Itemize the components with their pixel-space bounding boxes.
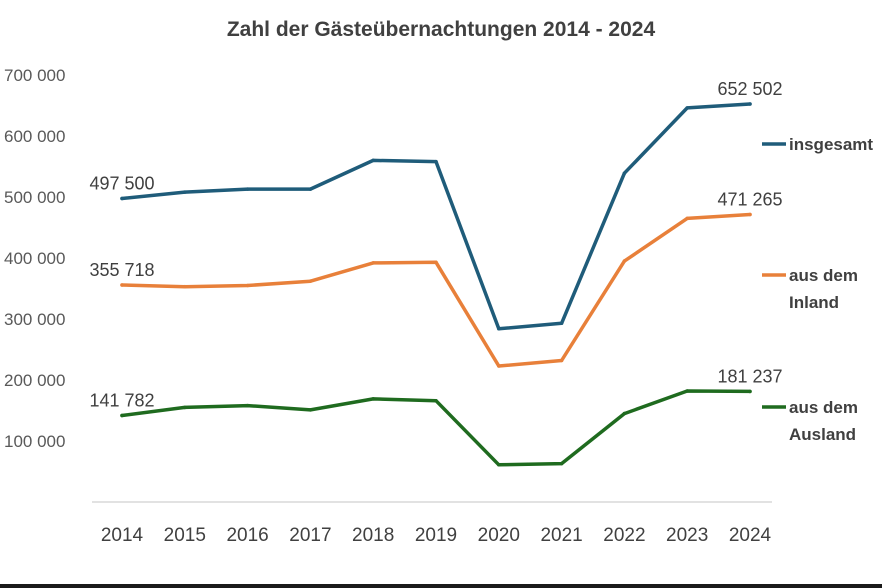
data-point [371, 158, 375, 163]
data-point [183, 284, 187, 289]
x-tick-label: 2018 [352, 525, 394, 546]
legend-label: Inland [789, 293, 839, 312]
data-point [497, 463, 501, 467]
data-label: 181 237 [717, 366, 782, 386]
data-point [622, 171, 627, 175]
x-tick-label: 2023 [666, 525, 708, 546]
x-tick-label: 2019 [415, 525, 457, 546]
x-tick-label: 2021 [540, 525, 582, 546]
data-point [685, 389, 689, 393]
x-tick-label: 2017 [289, 525, 331, 546]
data-label: 497 500 [89, 174, 154, 194]
y-tick-label: 200 000 [4, 371, 65, 390]
data-point [120, 283, 124, 287]
x-tick-label: 2024 [729, 525, 772, 546]
data-point [371, 397, 375, 401]
y-tick-label: 700 000 [4, 66, 65, 85]
x-tick-label: 2022 [603, 525, 645, 546]
data-point [183, 405, 187, 410]
chart-title: Zahl der Gästeübernachtungen 2014 - 2024 [226, 18, 656, 41]
data-point [371, 261, 375, 265]
y-tick-label: 400 000 [4, 249, 65, 268]
data-label: 141 782 [89, 391, 154, 411]
data-point [308, 187, 313, 191]
data-point [245, 187, 250, 191]
data-point [622, 259, 627, 263]
data-point [748, 102, 752, 106]
x-tick-label: 2014 [101, 525, 144, 546]
y-tick-label: 500 000 [4, 188, 65, 207]
data-point [245, 283, 250, 288]
x-tick-label: 2016 [226, 525, 268, 546]
bottom-border [0, 584, 882, 588]
data-point [622, 411, 627, 416]
legend-label: Ausland [789, 425, 856, 444]
legend-label: aus dem [789, 266, 858, 285]
y-tick-label: 600 000 [4, 127, 65, 146]
data-label: 471 265 [717, 190, 782, 210]
data-point [748, 212, 752, 217]
y-tick-label: 300 000 [4, 310, 65, 329]
data-point [685, 106, 689, 110]
data-point [245, 403, 250, 408]
data-label: 652 502 [717, 79, 782, 99]
data-point [308, 279, 313, 283]
data-point [559, 461, 564, 466]
series-line [120, 212, 752, 368]
series-line [120, 102, 752, 331]
data-point [559, 358, 564, 363]
data-point [748, 389, 752, 394]
x-tick-label: 2015 [164, 525, 206, 546]
legend-label: insgesamt [789, 135, 873, 154]
data-point [497, 364, 501, 368]
legend-label: aus dem [789, 398, 858, 417]
data-point [685, 216, 689, 221]
data-point [434, 260, 438, 265]
data-point [434, 159, 438, 164]
x-tick-label: 2020 [478, 525, 520, 546]
data-point [497, 327, 501, 331]
data-point [559, 321, 564, 326]
data-label: 355 718 [89, 260, 154, 280]
data-point [434, 398, 438, 403]
data-point [120, 413, 124, 418]
data-point [183, 190, 187, 194]
data-point [308, 408, 313, 412]
y-tick-label: 100 000 [4, 432, 65, 451]
data-point [120, 196, 124, 201]
